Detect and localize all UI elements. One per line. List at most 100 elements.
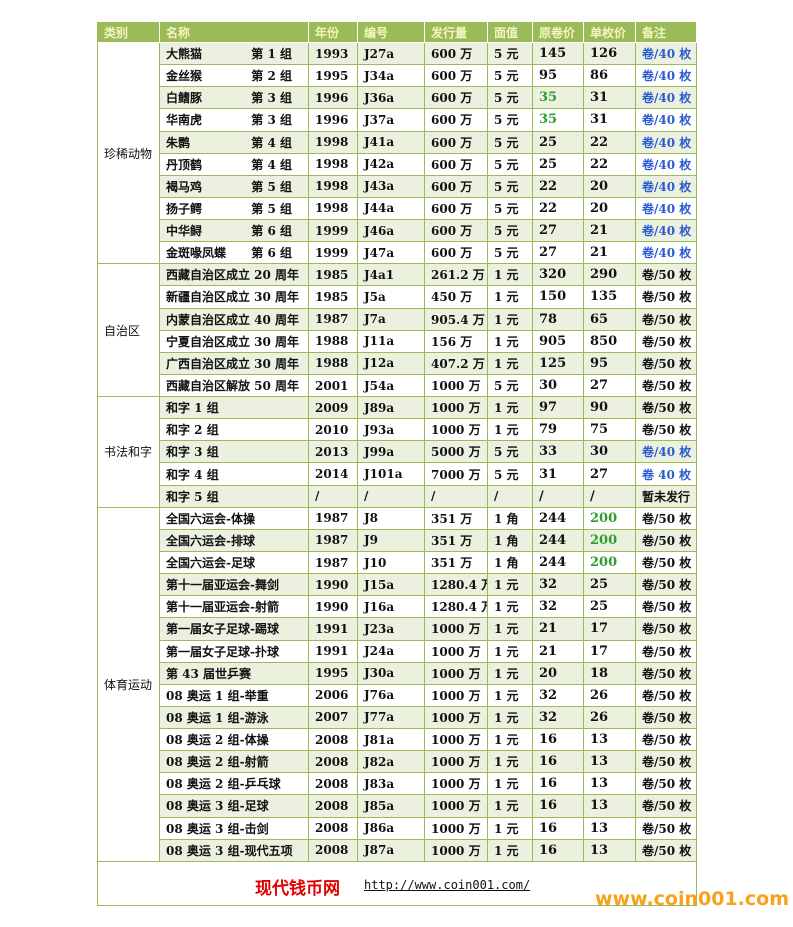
cell: 卷/40 枚 [636,441,697,464]
cell: J36a [358,87,425,110]
item-name: 和字 4 组 [166,467,219,482]
item-name: 白鳍豚 [166,91,203,106]
cell: 1 元 [488,596,533,619]
cell: 145 [533,43,584,66]
cell: 351 万 [425,529,488,552]
cell: 卷/40 枚 [636,242,697,265]
item-name: 宁夏自治区成立 30 周年 [166,334,300,349]
cell: 22 [584,153,636,176]
item-group: 第 2 组 [251,69,292,84]
cell: 2007 [309,706,358,730]
item-name: 广西自治区成立 30 周年 [166,356,300,371]
cell: 1280.4 万 [425,574,488,597]
cell: 卷/50 枚 [636,662,697,685]
cell: 20 [533,662,584,685]
cell: J10 [358,551,425,575]
cell: 32 [533,574,584,597]
cell: 2010 [309,419,358,442]
header-cell: 单枚价 [584,22,636,43]
cell: 卷/40 枚 [636,109,697,132]
cell: 600 万 [425,65,488,88]
cell: 2013 [309,441,358,464]
cell: J43a [358,175,425,198]
cell: 27 [584,374,636,398]
cell: 1988 [309,330,358,353]
cell: 1 元 [488,618,533,641]
cell: 905 [533,330,584,353]
cell: 600 万 [425,131,488,154]
cell: 卷/50 枚 [636,374,697,398]
cell: / [533,485,584,508]
cell: 30 [533,374,584,398]
cell: J12a [358,352,425,375]
name-cell: 西藏自治区解放 50 周年 [160,374,309,398]
cell: 13 [584,751,636,774]
cell: 1996 [309,87,358,110]
cell: 2008 [309,839,358,862]
name-cell: 和字 4 组 [160,463,309,486]
cell: 86 [584,65,636,88]
cell: 35 [533,109,584,132]
name-cell: 08 奥运 1 组-举重 [160,684,309,707]
cell: / [309,485,358,508]
cell: 1987 [309,507,358,530]
cell: 1 角 [488,507,533,530]
cell: 244 [533,507,584,530]
cell: 1988 [309,352,358,375]
category-cell: 自治区 [97,264,160,398]
header-cell: 名称 [160,22,309,43]
item-group: 第 3 组 [251,91,292,106]
cell: 1 元 [488,419,533,442]
cell: 78 [533,308,584,331]
cell: 1 元 [488,308,533,331]
cell: 75 [584,419,636,442]
cell: 5000 万 [425,441,488,464]
cell: 1000 万 [425,729,488,752]
cell: 126 [584,43,636,66]
cell: 600 万 [425,153,488,176]
item-group: 第 6 组 [251,224,292,239]
cell: 31 [584,87,636,110]
cell: 1987 [309,529,358,552]
cell: 1000 万 [425,374,488,398]
cell: 1000 万 [425,684,488,707]
cell: 450 万 [425,286,488,309]
cell: J77a [358,706,425,730]
cell: 5 元 [488,242,533,265]
name-cell: 第十一届亚运会-舞剑 [160,574,309,597]
cell: 27 [533,242,584,265]
cell: 2008 [309,751,358,774]
cell: 90 [584,397,636,420]
cell: 351 万 [425,551,488,575]
item-name: 和字 2 组 [166,423,219,438]
cell: 卷/50 枚 [636,596,697,619]
site-url[interactable]: http://www.coin001.com/ [364,878,531,892]
cell: 244 [533,551,584,575]
cell: 22 [533,175,584,198]
name-cell: 08 奥运 1 组-游泳 [160,706,309,730]
cell: 1000 万 [425,839,488,862]
item-name: 西藏自治区成立 20 周年 [166,268,300,283]
cell: 5 元 [488,441,533,464]
cell: 32 [533,596,584,619]
cell: J89a [358,397,425,420]
item-name: 第一届女子足球-扑球 [166,644,279,659]
cell: 卷/50 枚 [636,419,697,442]
cell: J27a [358,43,425,66]
cell: 135 [584,286,636,309]
cell: 13 [584,839,636,862]
cell: 32 [533,684,584,707]
cell: 卷/50 枚 [636,264,697,287]
name-cell: 08 奥运 3 组-现代五项 [160,839,309,862]
cell: 卷/50 枚 [636,729,697,752]
name-cell: 褐马鸡 第 5 组 [160,175,309,198]
cell: 5 元 [488,87,533,110]
header-cell: 类别 [97,22,160,43]
cell: 1 元 [488,397,533,420]
name-cell: 08 奥运 2 组-体操 [160,729,309,752]
item-name: 和字 5 组 [166,489,219,504]
item-name: 第十一届亚运会-射箭 [166,600,279,615]
cell: 5 元 [488,153,533,176]
cell: 7000 万 [425,463,488,486]
item-name: 第 43 届世乒赛 [166,666,252,681]
